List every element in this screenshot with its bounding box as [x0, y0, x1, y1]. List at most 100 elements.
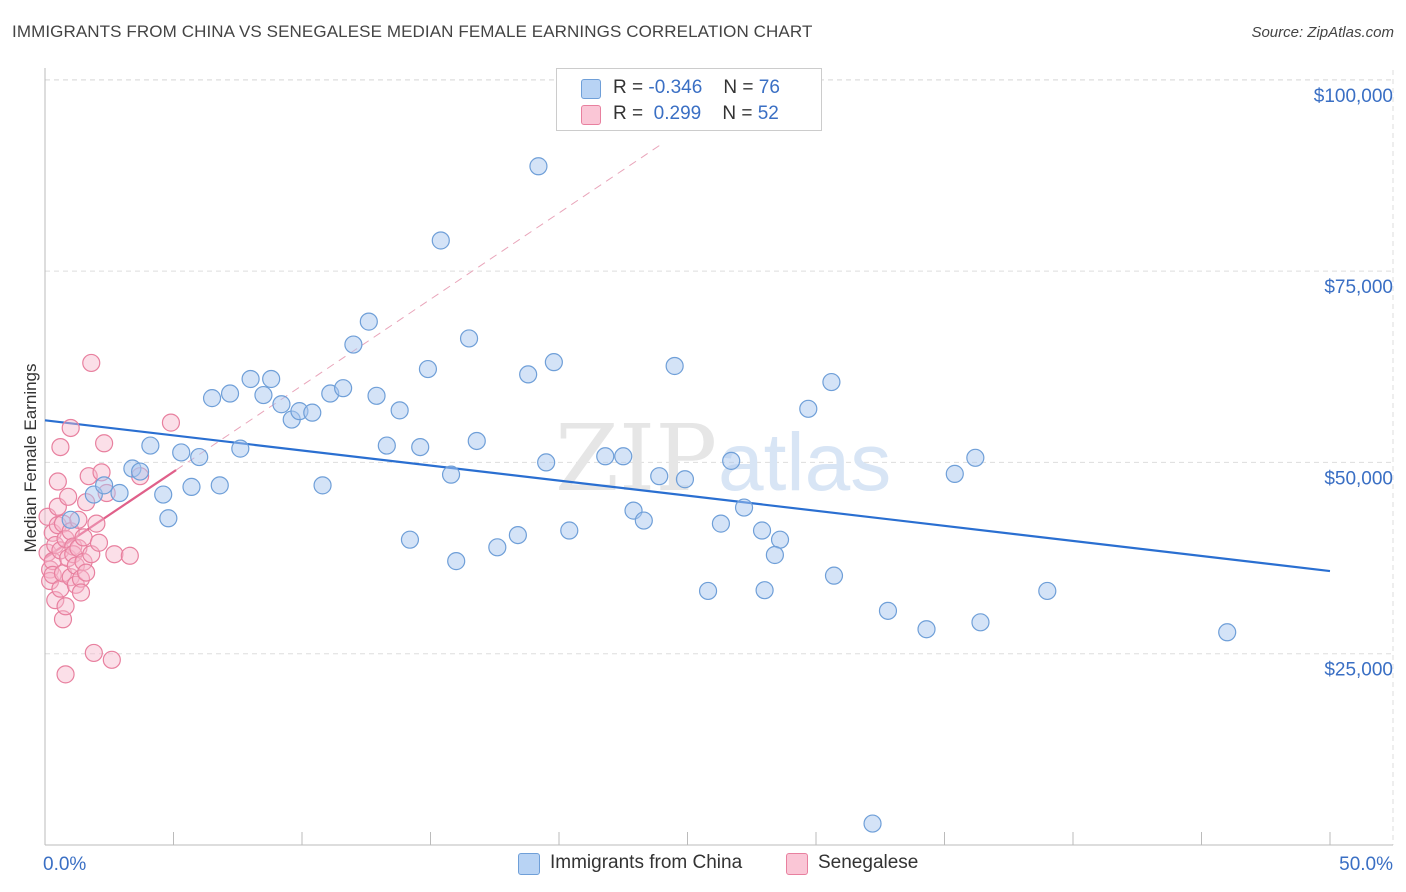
china-point [254, 385, 273, 405]
bottom-legend-label-senegalese: Senegalese [818, 852, 919, 873]
china-point [519, 365, 538, 384]
data-points [38, 157, 1237, 833]
legend-r-value: -0.346 [648, 77, 703, 98]
china-point [734, 498, 754, 517]
senegalese-point [71, 583, 91, 602]
china-point [675, 470, 695, 489]
china-point [272, 395, 291, 414]
china-point [711, 514, 731, 533]
china-point [765, 545, 784, 565]
china-point [313, 476, 332, 495]
china-point [508, 525, 527, 545]
gridlines [45, 70, 1395, 845]
china-point [650, 467, 669, 486]
senegalese-point [46, 535, 65, 555]
source-credit: Source: ZipAtlas.com [1251, 24, 1394, 41]
china-point [824, 566, 844, 585]
bottom-legend-label-china: Immigrants from China [550, 852, 743, 873]
trend-lines [44, 143, 1331, 573]
legend-n-label: N = [722, 103, 753, 124]
china-point [560, 521, 579, 540]
legend-r-label: R = [613, 103, 644, 124]
senegalese-point [161, 413, 181, 432]
senegalese-point [74, 528, 93, 547]
y-tick-label: $25,000 [1324, 660, 1393, 681]
china-point [698, 581, 718, 601]
china-point [190, 447, 209, 467]
x-tick-label: 0.0% [43, 854, 86, 875]
senegalese-trend-line [44, 469, 177, 559]
china-point [359, 312, 378, 331]
china-point [61, 510, 80, 529]
china-point [441, 465, 461, 484]
china-point [95, 476, 114, 495]
y-axis-label: Median Female Earnings [21, 364, 40, 553]
china-point [966, 448, 985, 467]
senegalese-point [51, 579, 70, 598]
china-point [722, 451, 741, 470]
china-point [141, 436, 160, 455]
legend-n-value: 52 [757, 103, 779, 124]
axes [44, 68, 1393, 846]
china-point [154, 485, 173, 504]
china-point [182, 477, 201, 496]
china-point [878, 601, 898, 620]
senegalese-point [84, 643, 103, 663]
china-point [390, 401, 409, 420]
china-point [917, 620, 936, 639]
china-point [665, 356, 684, 376]
china-point [303, 403, 322, 422]
china-point [488, 538, 507, 557]
china-point [367, 386, 386, 405]
china-point [431, 231, 450, 250]
y-tick-label: $50,000 [1324, 468, 1393, 489]
china-point [220, 384, 240, 403]
china-point [130, 462, 150, 481]
senegalese-point [61, 418, 80, 438]
china-point [262, 369, 281, 389]
senegalese-point [82, 353, 101, 373]
china-point [400, 530, 420, 549]
senegalese-point [95, 434, 114, 453]
china-point [467, 431, 486, 451]
china-point [614, 447, 633, 466]
china-point [344, 335, 363, 354]
legend-n-label: N = [723, 77, 754, 98]
china-point [596, 447, 615, 466]
china-point [544, 353, 563, 372]
china-point [799, 399, 818, 418]
y-tick-label: $100,000 [1314, 86, 1393, 107]
senegalese-point [105, 545, 124, 564]
china-point [411, 437, 430, 457]
china-point [210, 476, 229, 495]
legend-swatch-china [581, 79, 601, 99]
senegalese-point [48, 472, 67, 491]
senegalese-point [59, 487, 78, 506]
legend-r-label: R = [613, 77, 644, 98]
x-tick-label: 50.0% [1339, 854, 1393, 875]
china-point [110, 483, 129, 503]
senegalese-point [120, 546, 139, 565]
bottom-legend-swatch-china [518, 853, 540, 875]
watermark-atlas: atlas [718, 417, 891, 508]
senegalese-point [74, 552, 93, 571]
china-trend-line [44, 419, 1331, 573]
legend-swatch-senegalese [581, 105, 601, 125]
senegalese-point [87, 514, 106, 533]
china-point [863, 814, 882, 833]
china-point [231, 439, 250, 458]
senegalese-point [46, 591, 65, 610]
china-point [418, 359, 438, 379]
stats-legend: R = -0.346 N = 76 R = 0.299 N = 52 [556, 68, 822, 131]
china-point [770, 530, 790, 549]
china-point [241, 369, 260, 389]
china-point [529, 157, 548, 176]
bottom-legend-swatch-senegalese [786, 853, 808, 875]
senegalese-point [77, 563, 96, 582]
senegalese-point [102, 650, 121, 669]
senegalese-point [56, 597, 75, 616]
china-point [537, 453, 556, 472]
china-point [822, 372, 841, 392]
china-point [945, 464, 964, 483]
